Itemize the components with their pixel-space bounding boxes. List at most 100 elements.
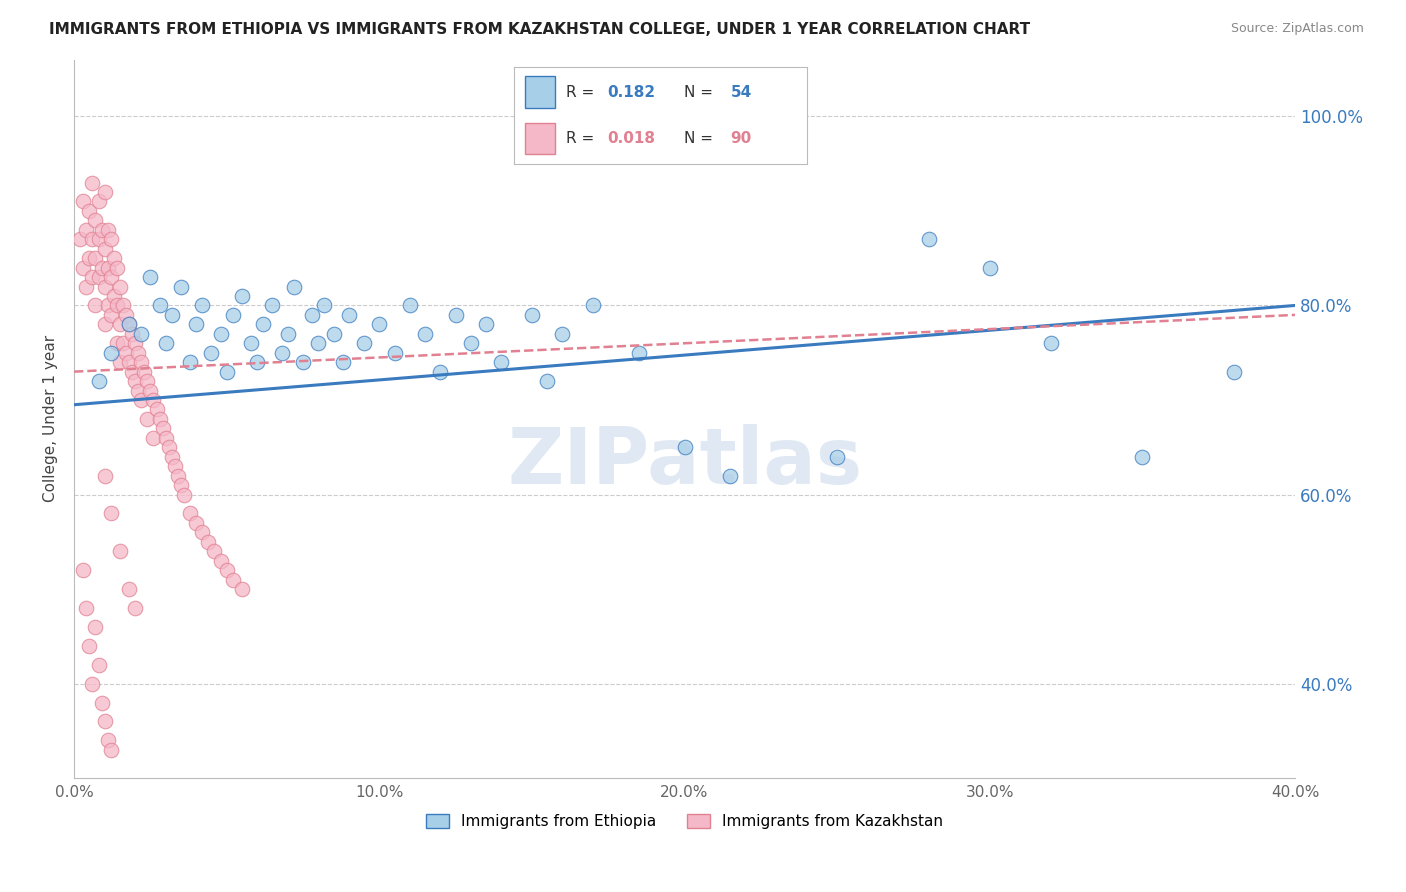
Point (108, 318, 131, 332)
Point (105, 298, 128, 312)
Point (100, 507, 122, 521)
Point (124, 374, 146, 388)
Point (87, 232, 110, 246)
Point (82, 232, 104, 246)
Point (139, 384, 162, 398)
Point (277, 326, 299, 341)
Point (97, 733, 120, 747)
Point (491, 355, 513, 369)
Point (301, 308, 323, 322)
Point (115, 308, 138, 322)
Point (191, 298, 214, 312)
Point (97, 298, 120, 312)
Point (87, 657, 110, 672)
Point (115, 345, 138, 359)
Y-axis label: College, Under 1 year: College, Under 1 year (44, 335, 58, 502)
Point (314, 298, 336, 312)
Point (270, 345, 292, 359)
Point (136, 412, 159, 426)
Text: ZIPatlas: ZIPatlas (508, 424, 862, 500)
Point (124, 601, 146, 615)
Point (82, 270, 104, 285)
Point (79, 639, 101, 653)
Point (155, 336, 177, 351)
Point (246, 355, 269, 369)
Point (129, 326, 152, 341)
Point (200, 345, 222, 359)
Point (127, 345, 149, 359)
Point (136, 374, 159, 388)
Point (84, 298, 107, 312)
Point (1132, 450, 1154, 464)
Point (100, 232, 122, 246)
Point (231, 582, 253, 596)
Point (627, 345, 650, 359)
Point (337, 308, 360, 322)
Point (75, 601, 97, 615)
Point (82, 676, 104, 690)
Text: IMMIGRANTS FROM ETHIOPIA VS IMMIGRANTS FROM KAZAKHSTAN COLLEGE, UNDER 1 YEAR COR: IMMIGRANTS FROM ETHIOPIA VS IMMIGRANTS F… (49, 22, 1031, 37)
Point (139, 270, 162, 285)
Point (292, 355, 315, 369)
Point (460, 336, 482, 351)
Point (979, 260, 1001, 275)
Point (118, 355, 141, 369)
Point (129, 355, 152, 369)
Text: Source: ZipAtlas.com: Source: ZipAtlas.com (1230, 22, 1364, 36)
Point (134, 365, 156, 379)
Point (170, 279, 193, 293)
Point (108, 544, 131, 558)
Point (186, 318, 208, 332)
Point (79, 203, 101, 218)
Point (179, 507, 201, 521)
Point (1223, 365, 1246, 379)
Point (262, 298, 284, 312)
Point (93, 185, 115, 199)
Point (111, 298, 134, 312)
Point (322, 326, 344, 341)
Point (93, 279, 115, 293)
Point (398, 298, 420, 312)
Point (82, 176, 104, 190)
Point (100, 308, 122, 322)
Point (332, 355, 354, 369)
Point (582, 298, 605, 312)
Point (93, 242, 115, 256)
Point (111, 336, 134, 351)
Point (127, 384, 149, 398)
Point (148, 412, 170, 426)
Point (121, 326, 143, 341)
Point (121, 365, 143, 379)
Point (252, 318, 274, 332)
Point (215, 365, 238, 379)
Point (179, 355, 201, 369)
Point (142, 431, 165, 445)
Point (87, 194, 110, 209)
Point (209, 326, 232, 341)
Point (108, 355, 131, 369)
Point (97, 223, 120, 237)
Point (231, 289, 253, 303)
Point (152, 421, 174, 435)
Point (353, 336, 375, 351)
Point (197, 534, 219, 549)
Point (93, 318, 115, 332)
Point (93, 468, 115, 483)
Point (167, 468, 190, 483)
Point (97, 260, 120, 275)
Point (204, 544, 226, 558)
Point (307, 336, 329, 351)
Point (72, 260, 94, 275)
Point (90, 696, 112, 710)
Point (157, 440, 180, 454)
Point (173, 487, 195, 501)
Point (163, 459, 186, 474)
Point (79, 251, 101, 265)
Point (100, 345, 122, 359)
Point (429, 365, 451, 379)
Point (75, 279, 97, 293)
Point (118, 582, 141, 596)
Point (108, 279, 131, 293)
Point (825, 450, 848, 464)
Point (129, 392, 152, 407)
